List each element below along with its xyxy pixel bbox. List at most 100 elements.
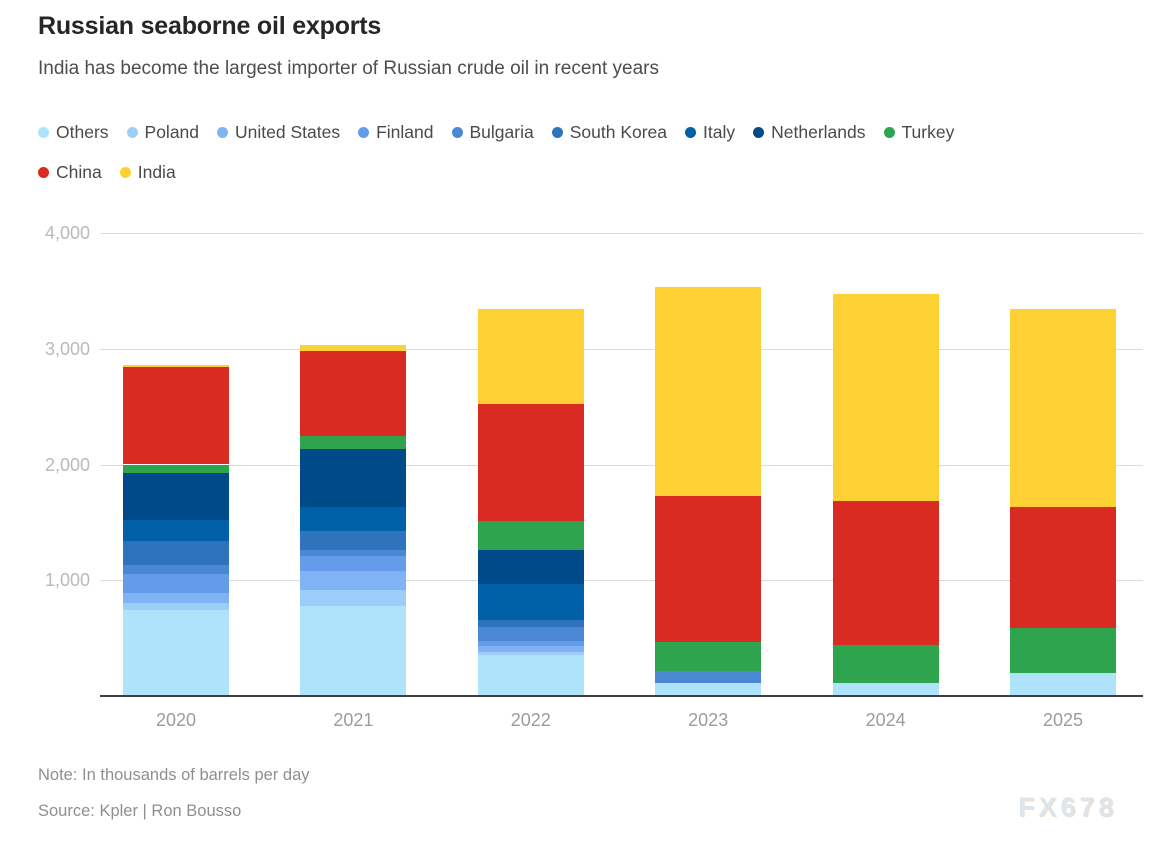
legend-item-label: Bulgaria [469, 121, 534, 142]
legend-dot-icon [358, 126, 370, 138]
bar-segment-finland-2020 [123, 574, 229, 593]
bar-segment-south-korea-2020 [123, 540, 229, 566]
x-axis-line [100, 695, 1143, 697]
bar-segment-china-2021 [300, 351, 407, 436]
legend-item-china: China [38, 162, 102, 183]
bar-segment-turkey-2024 [832, 645, 939, 683]
footnote: Note: In thousands of barrels per day [38, 766, 310, 784]
bar-segment-china-2022 [477, 404, 584, 522]
legend-item-poland: Poland [126, 121, 200, 143]
bar-segment-united-states-2021 [300, 570, 407, 591]
bar-segment-bulgaria-2023 [655, 670, 762, 683]
bar-segment-south-korea-2022 [477, 620, 584, 628]
legend-dot-icon [126, 126, 138, 138]
bar-segment-finland-2022 [477, 641, 584, 647]
x-axis-tick-label-2021: 2021 [333, 710, 374, 730]
bar-segment-china-2025 [1010, 506, 1116, 628]
bar-segment-india-2022 [477, 309, 584, 405]
bar-segment-india-2020 [123, 364, 229, 368]
bar-segment-netherlands-2022 [477, 549, 584, 585]
y-axis-tick-label: 3,000 [44, 338, 90, 359]
chart-title: Russian seaborne oil exports [38, 12, 382, 40]
legend-dot-icon [217, 126, 229, 138]
bar-segment-bulgaria-2021 [300, 550, 407, 556]
bar-segment-netherlands-2020 [123, 473, 229, 521]
legend-item-south-korea: South Korea [551, 121, 668, 143]
bar-segment-turkey-2025 [1010, 627, 1116, 674]
bar-segment-netherlands-2021 [300, 449, 407, 508]
legend-item-india: India [119, 161, 176, 183]
bar-segment-bulgaria-2022 [477, 627, 584, 641]
y-axis-tick-label: 2,000 [44, 454, 90, 475]
bar-segment-india-2025 [1010, 309, 1116, 507]
legend-item-label: India [137, 161, 176, 182]
legend-row: Others Poland United States Finland Bulgaria… [38, 112, 1123, 152]
legend-item-label: Finland [376, 121, 434, 142]
legend-item-label: Turkey [901, 121, 955, 142]
legend-item-label: Netherlands [771, 121, 866, 142]
legend-item-label: United States [235, 121, 341, 142]
legend-item-label: China [56, 161, 102, 182]
watermark: FX678 [1018, 792, 1118, 822]
legend-item-italy: Italy [685, 122, 735, 143]
y-axis-tick-label: 1,000 [44, 570, 90, 591]
bar-segment-south-korea-2021 [300, 531, 407, 551]
legend-item-finland: Finland [358, 121, 434, 143]
legend-item-label: Poland [144, 121, 200, 142]
bar-segment-india-2023 [655, 287, 762, 496]
bar-segment-finland-2021 [300, 555, 407, 571]
x-axis-tick-label-2023: 2023 [688, 710, 729, 730]
legend-dot-icon [38, 126, 49, 138]
legend-dot-icon [753, 126, 765, 138]
bar-segment-bulgaria-2020 [123, 565, 229, 575]
bar-segment-turkey-2022 [477, 521, 584, 550]
bar-segment-turkey-2020 [123, 464, 229, 474]
gridline-1000 [100, 580, 1143, 582]
legend-item-turkey: Turkey [883, 121, 955, 143]
bar-segment-turkey-2023 [655, 641, 762, 671]
legend-item-netherlands: Netherlands [753, 121, 866, 143]
bar-segment-italy-2020 [123, 520, 229, 541]
legend-dot-icon [685, 126, 697, 138]
legend-item-label: Others [56, 121, 109, 142]
x-axis-tick-label-2024: 2024 [865, 710, 906, 730]
bar-segment-united-states-2022 [477, 646, 584, 652]
legend-dot-icon [551, 126, 563, 138]
y-axis-tick-label: 4,000 [44, 223, 90, 243]
legend-item-label: South Korea [569, 121, 668, 142]
legend-dot-icon [38, 166, 49, 178]
gridline-3000 [100, 348, 1143, 350]
legend-item-others: Others [38, 122, 109, 143]
gridline-4000 [100, 233, 1143, 234]
x-axis-tick-label-2022: 2022 [510, 710, 551, 730]
bar-segment-others-2023 [655, 682, 762, 696]
source-credit: Source: Kpler | Ron Bousso [38, 802, 242, 820]
bar-segment-china-2023 [655, 495, 762, 642]
bar-segment-italy-2022 [477, 584, 584, 621]
legend-dot-icon [119, 166, 131, 178]
bar-segment-others-2021 [300, 605, 407, 696]
bar-segment-others-2022 [477, 655, 584, 696]
legend-row: China India [38, 152, 1123, 192]
x-axis-tick-label-2020: 2020 [155, 710, 197, 730]
legend-item-united-states: United States [217, 122, 340, 143]
legend-item-bulgaria: Bulgaria [451, 121, 534, 143]
legend-item-label: Italy [703, 121, 736, 142]
bar-segment-india-2021 [300, 345, 407, 352]
bar-segment-others-2020 [123, 610, 229, 696]
legend-dot-icon [883, 126, 895, 138]
x-axis-tick-label-2025: 2025 [1042, 710, 1084, 730]
chart-legend: Others Poland United States Finland Bulgaria… [38, 112, 1123, 192]
bar-segment-china-2024 [832, 500, 939, 646]
bar-segment-others-2024 [832, 682, 939, 696]
bar-segment-china-2020 [123, 367, 229, 465]
bar-segment-poland-2022 [477, 652, 584, 656]
bar-segment-poland-2020 [123, 602, 229, 611]
bar-segment-india-2024 [832, 294, 939, 501]
bar-segment-italy-2021 [300, 507, 407, 532]
bar-segment-turkey-2021 [300, 435, 407, 450]
bar-segment-poland-2021 [300, 590, 407, 606]
gridline-2000 [100, 464, 1143, 466]
